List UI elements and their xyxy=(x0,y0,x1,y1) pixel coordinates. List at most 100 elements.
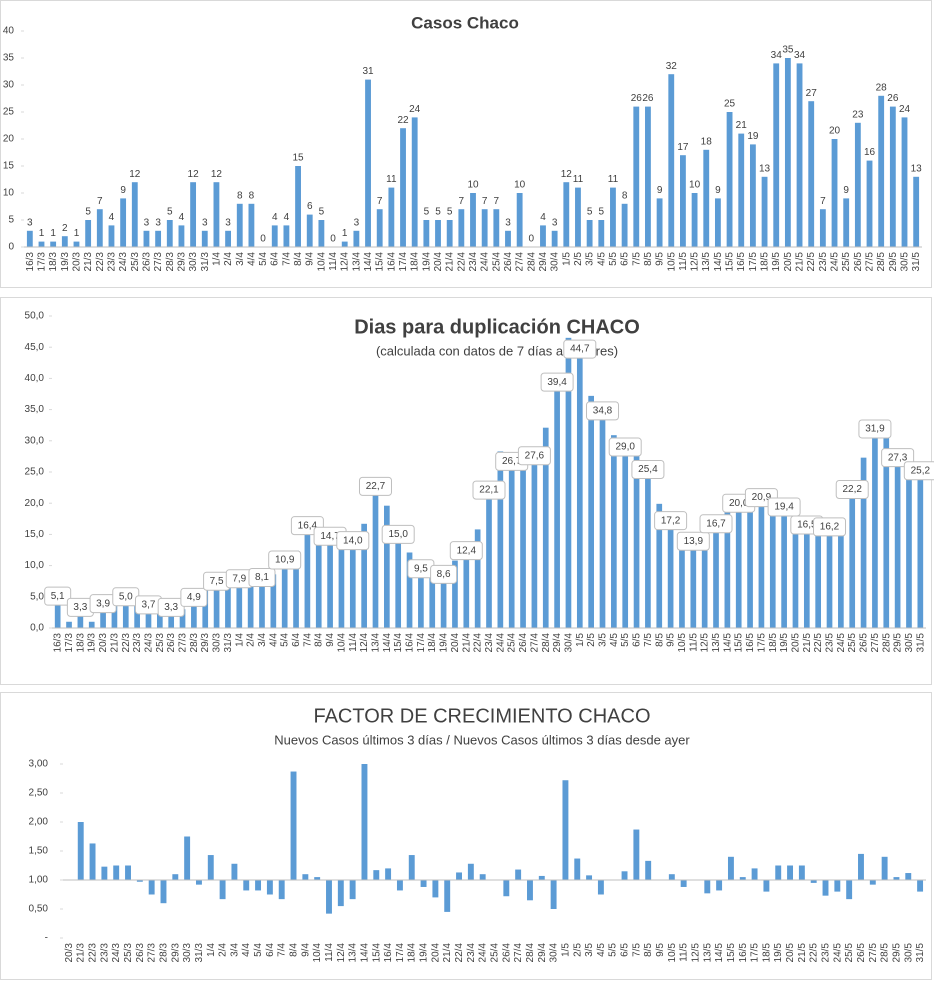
bar xyxy=(633,448,640,628)
data-label: 27,6 xyxy=(525,450,545,461)
x-tick-label: 9/5 xyxy=(655,943,666,957)
x-tick-label: 25/5 xyxy=(841,252,852,272)
x-tick-label: 15/4 xyxy=(375,252,386,272)
bar xyxy=(505,230,511,247)
bar xyxy=(96,209,103,247)
y-tick-label: 30,0 xyxy=(25,435,45,446)
bar xyxy=(597,880,604,895)
data-label: 22,7 xyxy=(366,481,386,492)
data-label: 28 xyxy=(876,82,888,93)
x-tick-label: 1/4 xyxy=(234,633,245,647)
y-tick-label: 2,50 xyxy=(29,788,49,799)
x-tick-label: 13/4 xyxy=(348,943,359,963)
bar xyxy=(881,856,888,880)
bar xyxy=(497,451,504,628)
data-label: 29,0 xyxy=(615,442,635,453)
data-label: 13 xyxy=(759,163,771,174)
x-tick-label: 14/4 xyxy=(382,633,393,653)
y-tick-label: 0,0 xyxy=(30,623,44,634)
data-label: 12 xyxy=(129,169,141,180)
bar xyxy=(61,236,68,247)
bar xyxy=(819,209,826,247)
bar xyxy=(493,209,500,247)
data-label: 16,2 xyxy=(820,522,840,533)
bar xyxy=(207,855,214,880)
x-tick-label: 28/4 xyxy=(526,252,537,272)
data-label-box xyxy=(449,541,483,561)
data-label-box xyxy=(608,437,642,457)
data-label: 13 xyxy=(911,163,923,174)
bar xyxy=(376,209,383,247)
bar xyxy=(420,880,427,887)
x-tick-label: 24/4 xyxy=(495,633,506,653)
data-label: 6 xyxy=(307,201,313,212)
data-label: 14,0 xyxy=(343,535,363,546)
bar xyxy=(373,870,380,880)
bar xyxy=(917,470,924,628)
bar xyxy=(283,225,290,247)
bar xyxy=(542,427,549,628)
data-label: 7 xyxy=(459,196,465,207)
x-tick-label: 25/4 xyxy=(507,633,518,653)
x-tick-label: 16/5 xyxy=(738,943,749,963)
data-label: 16,7 xyxy=(706,518,726,529)
bar xyxy=(586,220,593,247)
bar xyxy=(508,461,515,628)
x-tick-label: 19/4 xyxy=(439,633,450,653)
bar xyxy=(575,187,581,247)
bar xyxy=(168,607,175,628)
bar xyxy=(248,203,255,247)
data-label: 25,2 xyxy=(911,465,931,476)
data-label: 1 xyxy=(342,228,348,239)
x-tick-label: 11/4 xyxy=(348,633,359,652)
x-tick-label: 12/4 xyxy=(336,943,347,963)
x-tick-label: 11/5 xyxy=(679,943,690,962)
x-tick-label: 17/4 xyxy=(398,252,409,272)
x-tick-label: 18/4 xyxy=(410,252,421,272)
bar xyxy=(236,578,243,628)
bar xyxy=(883,433,890,628)
bar xyxy=(395,534,402,628)
x-tick-label: 22/4 xyxy=(454,943,465,963)
bar xyxy=(773,63,780,248)
data-label: 16,5 xyxy=(797,520,817,531)
data-label: 8 xyxy=(249,190,255,201)
bar xyxy=(458,209,465,247)
x-tick-label: 16/4 xyxy=(383,943,394,963)
x-tick-label: 23/3 xyxy=(132,633,143,653)
data-label: 5 xyxy=(319,207,325,218)
x-tick-label: 13/4 xyxy=(351,252,362,272)
panel xyxy=(0,0,932,288)
bar xyxy=(787,865,794,880)
data-label: 25 xyxy=(724,99,736,110)
x-tick-label: 26/3 xyxy=(135,943,146,963)
y-tick-label: 20,0 xyxy=(25,498,45,509)
data-label: 4 xyxy=(272,212,278,223)
bar xyxy=(365,79,371,247)
x-tick-label: 20/3 xyxy=(71,252,82,272)
bar xyxy=(574,858,581,880)
data-label: 7 xyxy=(820,196,826,207)
bar xyxy=(474,529,481,628)
bar xyxy=(225,572,231,628)
bar xyxy=(136,880,143,882)
y-tick-label: 5 xyxy=(8,215,14,226)
x-tick-label: 1/5 xyxy=(561,252,572,266)
bar xyxy=(869,880,876,885)
data-label: 22 xyxy=(397,115,409,126)
data-label: 5,1 xyxy=(51,591,65,602)
bar xyxy=(353,230,360,247)
x-tick-label: 31/5 xyxy=(911,252,922,272)
bar xyxy=(190,182,197,247)
bar xyxy=(384,505,390,628)
bar xyxy=(563,182,570,247)
x-tick-label: 8/5 xyxy=(654,633,665,647)
data-label: 17,2 xyxy=(661,515,681,526)
data-label: 44,7 xyxy=(570,344,590,355)
bar xyxy=(831,139,838,247)
bar xyxy=(295,166,301,247)
data-label: 12,4 xyxy=(457,545,477,556)
x-tick-label: 12/4 xyxy=(340,252,351,272)
bar xyxy=(131,182,138,247)
x-tick-label: 16/4 xyxy=(386,252,397,272)
